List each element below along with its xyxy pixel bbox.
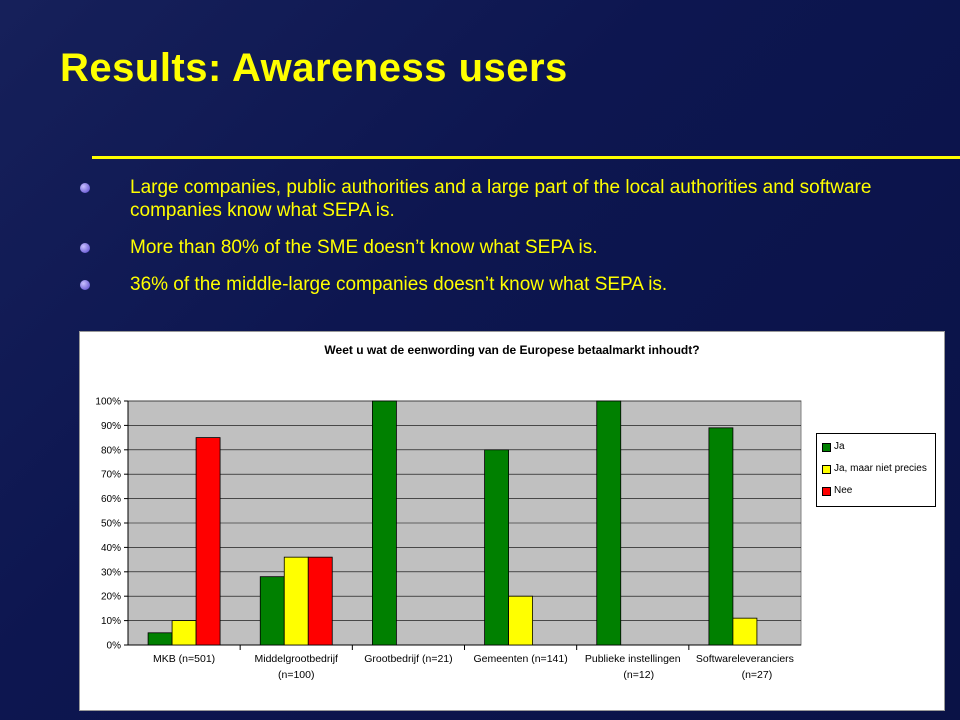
y-tick-label: 10%: [101, 616, 121, 627]
x-tick-label: Gemeenten (n=141): [473, 653, 567, 665]
bar-ja: [372, 400, 397, 646]
bullet-text: Large companies, public authorities and …: [130, 177, 872, 221]
bullet-item: Large companies, public authorities and …: [80, 176, 940, 222]
y-tick-label: 30%: [101, 567, 121, 578]
legend-label: Ja, maar niet precies: [834, 463, 927, 474]
legend-item: Ja: [822, 440, 845, 454]
legend-swatch: [822, 442, 831, 452]
y-tick-label: 60%: [101, 494, 121, 505]
chart-panel: Weet u wat de eenwording van de Europese…: [79, 331, 945, 711]
bar-ja-maar-niet-precies: [508, 595, 533, 646]
x-tick-label: (n=100): [278, 669, 314, 681]
y-tick-label: 100%: [95, 397, 121, 408]
legend-label: Ja: [834, 441, 845, 452]
x-tick-label: Publieke instellingen: [585, 653, 681, 665]
legend-item: Ja, maar niet precies: [822, 462, 927, 476]
bar-ja-maar-niet-precies: [171, 620, 197, 646]
y-tick-label: 90%: [101, 421, 121, 432]
y-tick-label: 70%: [101, 470, 121, 481]
y-tick-label: 0%: [107, 641, 122, 652]
bar-chart: Weet u wat de eenwording van de Europese…: [95, 343, 802, 681]
slide-title: Results: Awareness users: [60, 46, 568, 90]
bullet-dot-icon: [80, 280, 90, 290]
bullet-dot-icon: [80, 183, 90, 193]
bullet-text: 36% of the middle-large companies doesn’…: [130, 274, 668, 295]
bar-nee: [307, 556, 333, 646]
chart-title: Weet u wat de eenwording van de Europese…: [324, 343, 699, 357]
x-tick-label: Middelgrootbedrijf: [255, 653, 339, 665]
x-tick-label: Softwareleveranciers: [696, 653, 794, 665]
y-tick-label: 20%: [101, 592, 121, 603]
legend-label: Nee: [834, 485, 853, 496]
bullet-text: More than 80% of the SME doesn’t know wh…: [130, 237, 598, 258]
bullet-dot-icon: [80, 243, 90, 253]
x-tick-label: MKB (n=501): [153, 653, 215, 665]
y-tick-label: 80%: [101, 445, 121, 456]
y-tick-label: 50%: [101, 519, 121, 530]
legend-swatch: [822, 486, 831, 496]
bar-ja: [147, 632, 173, 646]
x-tick-label: (n=27): [742, 669, 773, 681]
bar-nee: [195, 437, 221, 646]
legend-swatch: [822, 464, 831, 474]
bullet-list: Large companies, public authorities and …: [80, 176, 940, 310]
chart-legend: Ja Ja, maar niet precies Nee: [816, 433, 936, 507]
bar-ja-maar-niet-precies: [732, 617, 758, 646]
x-tick-label: Grootbedrijf (n=21): [364, 653, 452, 665]
title-underline: [92, 156, 960, 159]
legend-item: Nee: [822, 484, 852, 498]
y-tick-label: 40%: [101, 543, 121, 554]
bar-ja: [596, 400, 622, 646]
bullet-item: 36% of the middle-large companies doesn’…: [80, 273, 940, 296]
bar-ja: [484, 449, 509, 646]
bar-ja: [708, 427, 734, 646]
x-tick-label: (n=12): [623, 669, 654, 681]
bar-ja: [259, 576, 285, 646]
bar-ja-maar-niet-precies: [283, 556, 309, 646]
bullet-item: More than 80% of the SME doesn’t know wh…: [80, 236, 940, 259]
